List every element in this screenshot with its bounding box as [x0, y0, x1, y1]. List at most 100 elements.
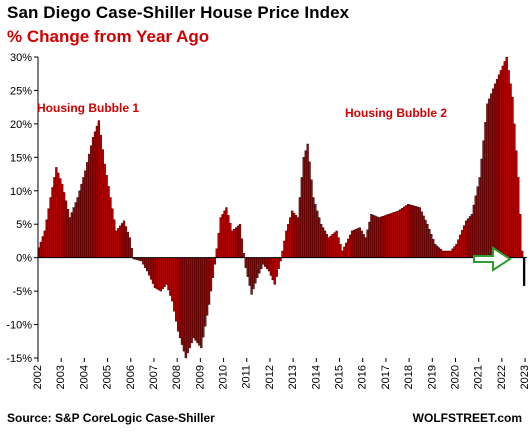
- bar: [408, 204, 412, 258]
- y-tick-label: 25%: [10, 85, 32, 97]
- brand-label: WOLFSTREET.com: [412, 411, 522, 425]
- bar: [391, 212, 394, 258]
- bar: [381, 216, 385, 258]
- bar: [474, 195, 477, 258]
- bar: [343, 246, 346, 258]
- bar: [325, 234, 329, 258]
- bar: [513, 123, 516, 258]
- bar: [507, 70, 510, 258]
- bar: [190, 257, 193, 344]
- bar: [291, 210, 294, 258]
- bar: [101, 149, 104, 258]
- bar: [202, 257, 205, 338]
- bar: [176, 257, 180, 332]
- bar: [227, 215, 230, 258]
- bar: [157, 257, 160, 291]
- bar: [117, 228, 120, 258]
- bar: [393, 212, 396, 258]
- bar: [120, 223, 124, 258]
- bar: [292, 212, 296, 258]
- bar: [302, 157, 305, 258]
- bar: [356, 228, 360, 258]
- bar: [198, 257, 201, 346]
- bar: [207, 257, 211, 305]
- right-arrow-icon: [473, 246, 512, 272]
- bar: [517, 177, 520, 258]
- bar: [412, 205, 416, 258]
- x-tick-label: 2015: [334, 365, 346, 389]
- bar: [103, 163, 106, 258]
- x-tick-label: 2020: [449, 365, 461, 389]
- bar: [153, 257, 157, 288]
- bar: [192, 257, 195, 339]
- bar: [180, 257, 184, 345]
- bar: [430, 234, 433, 258]
- bar: [459, 234, 462, 258]
- bar: [74, 202, 77, 258]
- bar: [478, 177, 481, 258]
- x-tick-label: 2003: [55, 365, 67, 389]
- bar: [240, 238, 244, 258]
- bar: [188, 257, 191, 349]
- bar: [349, 234, 352, 258]
- bar: [84, 170, 87, 258]
- bar: [418, 207, 421, 258]
- chart-title: San Diego Case-Shiller House Price Index: [7, 3, 350, 22]
- bar: [147, 257, 151, 276]
- bar: [223, 210, 226, 258]
- bar: [250, 257, 253, 295]
- x-tick-label: 2021: [473, 365, 485, 389]
- bar: [304, 150, 307, 258]
- bar: [329, 235, 332, 258]
- bar: [225, 207, 228, 258]
- bar: [434, 244, 437, 258]
- bar: [281, 250, 284, 258]
- bar: [441, 250, 445, 258]
- bar: [358, 227, 361, 258]
- bar: [354, 229, 358, 258]
- bar: [43, 230, 46, 258]
- bar: [480, 158, 483, 258]
- bar: [368, 221, 371, 258]
- bar: [464, 220, 468, 258]
- bar: [320, 224, 323, 258]
- bar: [505, 56, 508, 258]
- bar: [399, 209, 402, 258]
- bar: [406, 203, 410, 258]
- bar: [142, 257, 145, 265]
- bar: [171, 257, 174, 302]
- bar: [271, 257, 274, 281]
- bar: [236, 225, 240, 258]
- bar: [184, 257, 187, 359]
- bar: [352, 229, 356, 258]
- bar: [455, 244, 458, 258]
- bar: [314, 203, 317, 258]
- bar: [53, 177, 56, 258]
- bar: [231, 230, 234, 258]
- bar: [194, 257, 197, 341]
- bar: [341, 250, 344, 258]
- x-tick-label: 2008: [171, 365, 183, 389]
- bar: [217, 232, 220, 258]
- bar: [41, 236, 44, 258]
- bar: [119, 225, 122, 258]
- bar: [472, 204, 475, 258]
- bar: [306, 143, 309, 258]
- bar: [72, 207, 75, 258]
- bar: [435, 245, 439, 258]
- x-tick-label: 2018: [403, 365, 415, 389]
- bar: [234, 227, 238, 258]
- bar: [385, 214, 389, 258]
- x-tick-label: 2019: [426, 365, 438, 389]
- y-tick-label: 10%: [10, 186, 32, 198]
- y-tick-label: 20%: [10, 119, 32, 131]
- bar: [362, 234, 365, 258]
- bar: [463, 225, 466, 258]
- bar: [488, 98, 491, 258]
- bar: [186, 257, 189, 354]
- bar: [397, 210, 400, 258]
- bar: [90, 145, 93, 258]
- bar: [211, 257, 215, 278]
- bar: [267, 257, 271, 272]
